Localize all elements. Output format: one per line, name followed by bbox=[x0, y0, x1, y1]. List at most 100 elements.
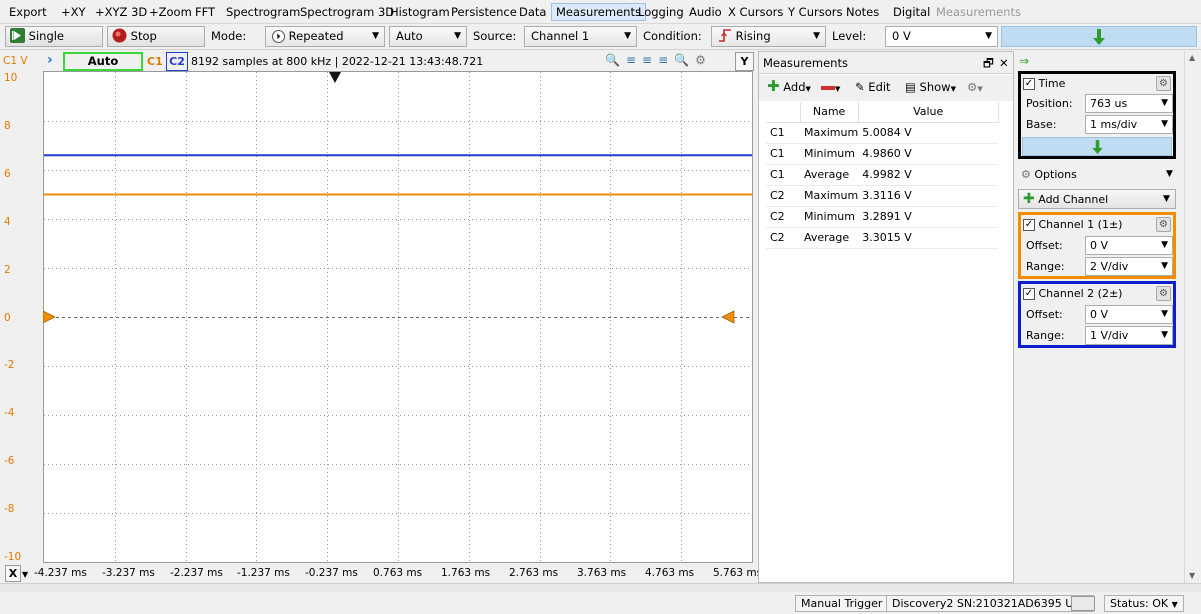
trigger-position-marker[interactable] bbox=[329, 72, 341, 83]
measurements-title: Measurements 🗗 ✕ bbox=[759, 52, 1013, 74]
position-select[interactable]: 763 us ▼ bbox=[1085, 94, 1173, 113]
table-row[interactable]: C1 Average 4.9982 V bbox=[766, 164, 999, 186]
level-input[interactable]: 0 V ▼ bbox=[885, 26, 998, 47]
column-header: Value bbox=[858, 102, 999, 123]
device-icon[interactable] bbox=[1071, 596, 1095, 611]
y-tick: -6 bbox=[4, 455, 15, 467]
ch1-offset-marker-left[interactable] bbox=[43, 310, 57, 324]
menu-audio[interactable]: Audio bbox=[689, 5, 722, 19]
mode-label: Mode: bbox=[211, 29, 247, 43]
plot-settings-icon[interactable]: ⚙ bbox=[695, 53, 712, 67]
menu-logging[interactable]: Logging bbox=[638, 5, 684, 19]
zoom-in-icon[interactable]: 🔍 bbox=[605, 53, 626, 67]
measurement-settings-button[interactable]: ⚙▼ bbox=[967, 80, 983, 94]
menu-spectrogram-3d[interactable]: Spectrogram 3D bbox=[300, 5, 395, 19]
menu-add-zoom[interactable]: +Zoom bbox=[149, 5, 192, 19]
table-row[interactable]: C1 Maximum 5.0084 V bbox=[766, 122, 999, 144]
expand-arrow-icon[interactable]: › bbox=[47, 52, 53, 68]
trigger-level-marker-right[interactable] bbox=[722, 310, 736, 324]
value-cell: 3.3116 V bbox=[858, 185, 999, 207]
fit-all-icon[interactable]: ≡ bbox=[658, 53, 675, 67]
remove-measurement-button[interactable]: ▼ bbox=[821, 80, 840, 94]
apply-trigger-button[interactable] bbox=[1001, 26, 1197, 47]
ch2-tag[interactable]: C2 bbox=[166, 52, 188, 71]
x-tick: 5.763 ms bbox=[713, 567, 763, 579]
mode-icon: ⏵ bbox=[272, 30, 285, 43]
chevron-down-icon[interactable]: ▼ bbox=[22, 570, 29, 579]
menu-data[interactable]: Data bbox=[519, 5, 547, 19]
show-button[interactable]: ▤ Show▼ bbox=[905, 80, 956, 94]
scroll-down-icon[interactable]: ▼ bbox=[1189, 571, 1196, 580]
condition-select[interactable]: Rising ▼ bbox=[711, 26, 826, 47]
options-row[interactable]: ⚙ Options ▼ bbox=[1021, 168, 1177, 186]
channel-1-header[interactable]: ✓ Channel 1 (1±) bbox=[1023, 218, 1122, 231]
table-row[interactable]: C2 Average 3.3015 V bbox=[766, 227, 999, 249]
edit-measurement-button[interactable]: ✎ Edit bbox=[855, 80, 891, 94]
fit-vertical-icon[interactable]: ≡ bbox=[625, 53, 643, 67]
float-window-icon[interactable]: 🗗 bbox=[983, 56, 994, 70]
stop-button[interactable]: Stop bbox=[107, 26, 205, 47]
channel-2-header[interactable]: ✓ Channel 2 (2±) bbox=[1023, 287, 1122, 300]
base-select[interactable]: 1 ms/div ▼ bbox=[1085, 115, 1173, 134]
list-icon: ▤ bbox=[905, 80, 916, 94]
manual-trigger-button[interactable]: Manual Trigger bbox=[795, 595, 889, 612]
y-axis-button[interactable]: Y bbox=[735, 52, 754, 71]
channel-2-checkbox[interactable]: ✓ bbox=[1023, 288, 1035, 300]
scroll-up-icon[interactable]: ▲ bbox=[1189, 53, 1196, 62]
y-tick: 2 bbox=[4, 264, 11, 276]
menu-spectrogram[interactable]: Spectrogram bbox=[226, 5, 301, 19]
table-row[interactable]: C1 Minimum 4.9860 V bbox=[766, 143, 999, 165]
channel-1-offset-select[interactable]: 0 V ▼ bbox=[1085, 236, 1173, 255]
menu-add-xyz-3d[interactable]: +XYZ 3D bbox=[95, 5, 148, 19]
x-tick: 0.763 ms bbox=[373, 567, 423, 579]
zoom-out-icon[interactable]: 🔍 bbox=[674, 53, 696, 67]
menu-add-xy[interactable]: +XY bbox=[61, 5, 86, 19]
status-indicator[interactable]: Status: OK ▼ bbox=[1104, 595, 1184, 612]
gear-icon[interactable]: ⚙ bbox=[1156, 76, 1171, 91]
menu-digital[interactable]: Digital bbox=[893, 5, 931, 19]
y-unit-label: C1 V bbox=[3, 55, 28, 67]
table-row[interactable]: C2 Maximum 3.3116 V bbox=[766, 185, 999, 207]
base-label: Base: bbox=[1026, 118, 1057, 131]
menu-y-cursors[interactable]: Y Cursors bbox=[788, 5, 843, 19]
add-channel-button[interactable]: ✚ Add Channel ▼ bbox=[1018, 189, 1176, 209]
channel-1-range-select[interactable]: 2 V/div ▼ bbox=[1085, 257, 1173, 276]
vertical-scrollbar[interactable]: ▲ ▼ bbox=[1184, 51, 1201, 583]
plot-header: C1 V › Auto C1 C2 8192 samples at 800 kH… bbox=[0, 51, 756, 71]
add-measurement-button[interactable]: ✚ Add▼ bbox=[767, 79, 811, 95]
channel-2-range-select[interactable]: 1 V/div ▼ bbox=[1085, 326, 1173, 345]
menu-measurements[interactable]: Measurements bbox=[551, 3, 646, 21]
fit-horizontal-icon[interactable]: ≡ bbox=[642, 53, 659, 67]
channel-1-checkbox[interactable]: ✓ bbox=[1023, 219, 1035, 231]
range-label: Range: bbox=[1026, 260, 1065, 273]
menu-x-cursors[interactable]: X Cursors bbox=[728, 5, 784, 19]
time-header[interactable]: ✓ Time bbox=[1023, 77, 1065, 90]
time-checkbox[interactable]: ✓ bbox=[1023, 78, 1035, 90]
gear-icon[interactable]: ⚙ bbox=[1156, 286, 1171, 301]
device-info[interactable]: Discovery2 SN:210321AD6395 USB bbox=[886, 595, 1094, 612]
single-button[interactable]: Single bbox=[5, 26, 103, 47]
gear-icon[interactable]: ⚙ bbox=[1156, 217, 1171, 232]
menu-notes[interactable]: Notes bbox=[846, 5, 880, 19]
horizontal-scrollbar[interactable] bbox=[0, 583, 1201, 592]
collapse-arrow-icon[interactable]: ⇒ bbox=[1019, 54, 1030, 68]
x-axis-button[interactable]: X bbox=[5, 565, 21, 582]
edit-label: Edit bbox=[868, 80, 891, 94]
menu-measurements-disabled: Measurements bbox=[936, 5, 1021, 19]
menu-fft[interactable]: FFT bbox=[195, 5, 216, 19]
table-row[interactable]: C2 Minimum 3.2891 V bbox=[766, 206, 999, 228]
menu-histogram[interactable]: Histogram bbox=[390, 5, 450, 19]
trigger-auto-select[interactable]: Auto ▼ bbox=[389, 26, 467, 47]
menu-persistence[interactable]: Persistence bbox=[451, 5, 517, 19]
level-label: Level: bbox=[832, 29, 867, 43]
mode-select[interactable]: ⏵ Repeated ▼ bbox=[265, 26, 385, 47]
close-icon[interactable]: ✕ bbox=[999, 56, 1009, 70]
channel-2-offset-select[interactable]: 0 V ▼ bbox=[1085, 305, 1173, 324]
source-select[interactable]: Channel 1 ▼ bbox=[524, 26, 637, 47]
oscilloscope-plot[interactable] bbox=[43, 71, 753, 563]
channel-cell: C2 bbox=[766, 185, 800, 207]
apply-time-button[interactable] bbox=[1022, 137, 1172, 156]
channel-cell: C2 bbox=[766, 206, 800, 228]
menu-export[interactable]: Export bbox=[9, 5, 47, 19]
ch1-tag[interactable]: C1 bbox=[147, 55, 163, 68]
